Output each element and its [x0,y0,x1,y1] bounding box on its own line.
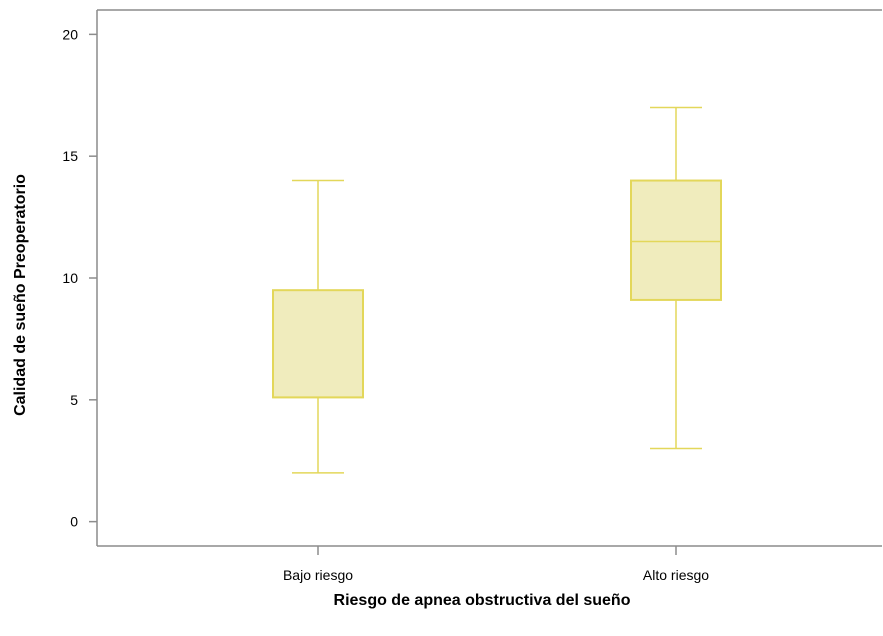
y-tick-label: 10 [62,270,78,286]
x-axis: Bajo riesgo Alto riesgo [283,546,709,583]
y-tick-label: 20 [62,26,78,42]
box-group [272,179,364,474]
x-tick-label: Bajo riesgo [283,567,353,583]
y-axis-title: Calidad de sueño Preoperatorio [12,174,29,416]
x-tick-label: Alto riesgo [643,567,709,583]
x-axis-title: Riesgo de apnea obstructiva del sueño [334,592,631,609]
y-tick-label: 5 [70,392,78,408]
y-tick-label: 15 [62,148,78,164]
y-axis: 0 5 10 15 20 [62,26,97,530]
iqr-box [272,289,364,399]
iqr-box [630,179,722,301]
y-tick-label: 0 [70,514,78,530]
plot-frame [96,9,882,547]
boxes [272,106,722,474]
box-group [630,106,722,450]
